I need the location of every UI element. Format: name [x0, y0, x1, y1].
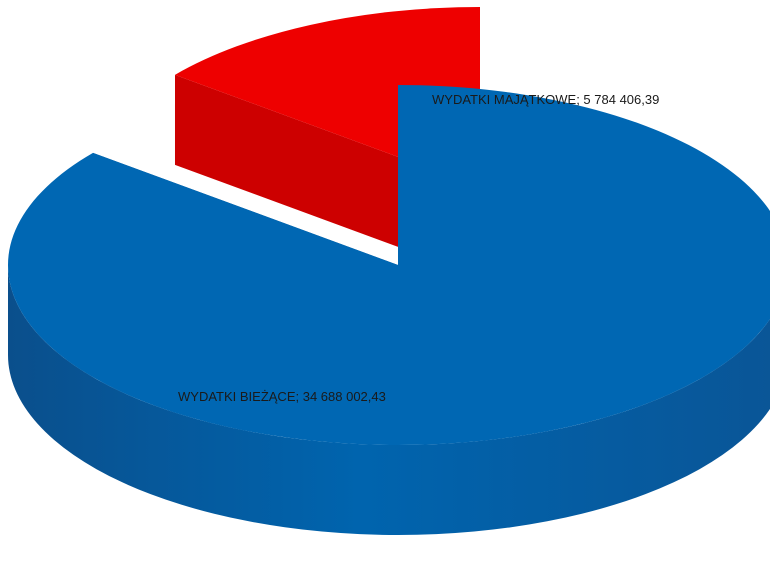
labels-layer: WYDATKI BIEŻĄCE; 34 688 002,43 WYDATKI MA… — [178, 92, 659, 404]
data-label-wydatki-biezace: WYDATKI BIEŻĄCE; 34 688 002,43 — [178, 389, 386, 404]
data-label-wydatki-majatkowe: WYDATKI MAJĄTKOWE; 5 784 406,39 — [432, 92, 659, 107]
slices-layer — [7, 7, 770, 535]
pie-slice-wydatki-biezace — [7, 85, 770, 445]
pie-slice-side — [8, 265, 770, 535]
